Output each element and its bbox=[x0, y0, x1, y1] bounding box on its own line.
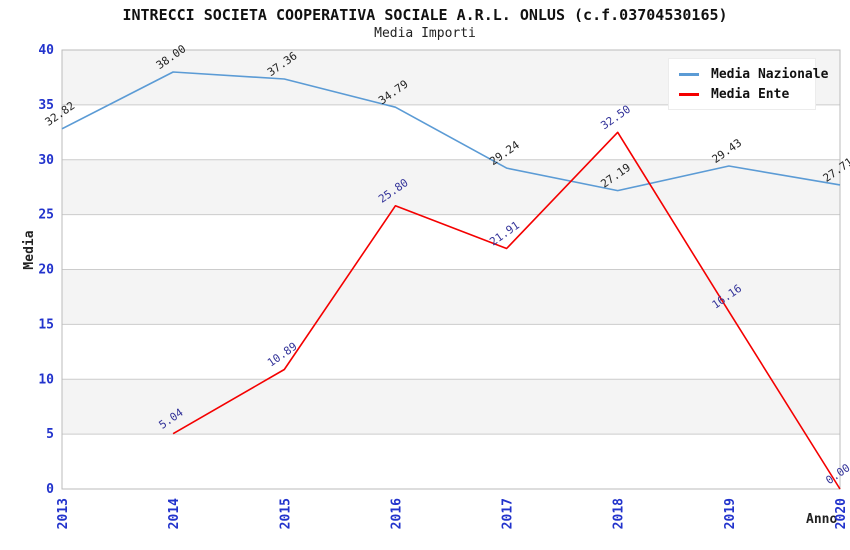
chart-subtitle: Media Importi bbox=[374, 26, 476, 41]
plot-band bbox=[62, 159, 840, 215]
y-tick-label: 0 bbox=[46, 482, 54, 497]
line-marker-blue-icon bbox=[679, 72, 699, 76]
plot-band bbox=[62, 269, 840, 325]
plot-band bbox=[62, 434, 840, 489]
x-tick-label: 2017 bbox=[501, 498, 516, 529]
plot-band bbox=[62, 324, 840, 380]
line-marker-red-icon bbox=[679, 92, 699, 96]
x-tick-label: 2014 bbox=[167, 498, 182, 529]
y-tick-label: 10 bbox=[38, 372, 54, 387]
y-tick-label: 25 bbox=[38, 208, 54, 223]
legend-item-media-nazionale: Media Nazionale bbox=[679, 64, 828, 84]
legend-label-media-ente: Media Ente bbox=[711, 86, 790, 102]
x-tick-label: 2013 bbox=[56, 498, 71, 529]
y-tick-label: 20 bbox=[38, 263, 54, 278]
series-line-media-ente bbox=[172, 131, 841, 490]
x-tick-label: 2015 bbox=[278, 498, 293, 529]
plot-band bbox=[62, 379, 840, 435]
plot-border bbox=[61, 49, 841, 490]
legend-item-media-ente: Media Ente bbox=[679, 84, 809, 104]
chart-title: INTRECCI SOCIETA COOPERATIVA SOCIALE A.R… bbox=[122, 6, 728, 24]
x-tick-label: 2018 bbox=[612, 498, 627, 529]
legend-label-media-nazionale: Media Nazionale bbox=[711, 66, 829, 82]
y-tick-label: 5 bbox=[46, 427, 54, 442]
series-line-media-nazionale bbox=[61, 71, 841, 192]
x-axis-label: Anno bbox=[806, 512, 838, 527]
plot-band bbox=[62, 104, 840, 160]
legend: Media Nazionale Media Ente bbox=[668, 58, 828, 110]
y-tick-label: 40 bbox=[38, 43, 54, 58]
x-tick-label: 2020 bbox=[834, 498, 849, 529]
y-tick-label: 30 bbox=[38, 153, 54, 168]
plot-band bbox=[62, 214, 840, 270]
y-tick-label: 35 bbox=[38, 98, 54, 113]
x-tick-label: 2016 bbox=[389, 498, 404, 529]
y-tick-label: 15 bbox=[38, 317, 54, 332]
x-tick-label: 2019 bbox=[723, 498, 738, 529]
